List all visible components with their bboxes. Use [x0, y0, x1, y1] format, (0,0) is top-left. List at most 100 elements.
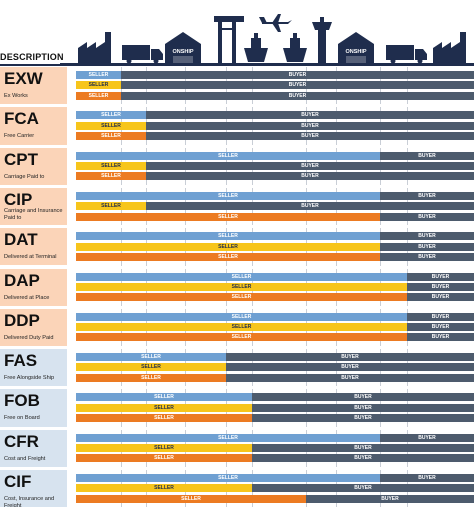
buyer-bar: BUYER: [146, 131, 474, 140]
row-separator: [0, 346, 474, 350]
term-code: FAS: [4, 351, 38, 371]
term-description: Cost, Insurance and Freight: [4, 496, 55, 509]
seller-label: SELLER: [88, 72, 109, 78]
seller-bar: SELLER: [76, 71, 121, 79]
seller-bar: SELLER: [76, 414, 252, 422]
seller-bar: SELLER: [76, 202, 146, 211]
seller-label: SELLER: [101, 162, 121, 169]
ground-line: [60, 63, 474, 64]
term-description: Carriage and Insurance: [4, 207, 63, 214]
row-separator: [0, 144, 474, 148]
term-label-cip: CIP Carriage and Insurance Paid to: [0, 187, 67, 226]
seller-label: SELLER: [141, 354, 161, 361]
buyer-label: BUYER: [431, 334, 450, 341]
buyer-bar: BUYER: [380, 232, 474, 241]
term-code: DAP: [4, 270, 40, 290]
buyer-label: BUYER: [418, 152, 436, 159]
term-label-dat: DAT Delivered at Terminal: [0, 228, 67, 266]
seller-bar: SELLER: [76, 212, 380, 221]
seller-label: SELLER: [218, 253, 238, 260]
term-description: Delivered at Terminal: [4, 254, 57, 261]
buyer-bar: BUYER: [380, 191, 474, 200]
buyer-bar: BUYER: [380, 474, 474, 482]
seller-bar: SELLER: [76, 333, 407, 342]
seller-label: SELLER: [218, 243, 238, 250]
buyer-label: BUYER: [418, 192, 436, 199]
buyer-bar: BUYER: [146, 202, 474, 211]
seller-bar: SELLER: [76, 444, 252, 452]
buyer-bar: BUYER: [407, 333, 474, 342]
seller-label: SELLER: [218, 192, 238, 199]
seller-bar: SELLER: [76, 373, 226, 382]
row-separator: [0, 305, 474, 309]
seller-label: SELLER: [141, 364, 161, 371]
seller-bar: SELLER: [76, 393, 252, 402]
buyer-bar: BUYER: [380, 242, 474, 251]
buyer-label: BUYER: [431, 283, 450, 290]
seller-label: SELLER: [101, 203, 121, 210]
buyer-bar: BUYER: [252, 454, 474, 463]
seller-bar: SELLER: [76, 353, 226, 362]
row-separator: [0, 184, 474, 188]
row-separator: [0, 225, 474, 229]
seller-label: SELLER: [88, 92, 109, 99]
logo-text: ONSHIP: [172, 49, 193, 55]
term-label-cfr: CFR Cost and Freight: [0, 429, 67, 467]
seller-label: SELLER: [218, 475, 238, 481]
row-separator: [0, 467, 474, 470]
term-description: Carriage Paid to: [4, 173, 45, 180]
buyer-label: BUYER: [418, 434, 436, 441]
buyer-bar: BUYER: [226, 373, 474, 382]
buyer-label: BUYER: [301, 162, 319, 169]
seller-label: SELLER: [231, 294, 252, 301]
row-separator: [0, 104, 474, 108]
seller-label: SELLER: [218, 434, 238, 441]
term-description: Free on Board: [4, 415, 40, 422]
ship-icon: [283, 33, 307, 62]
term-description: Cost and Freight: [4, 455, 46, 462]
term-description: Delivered Duty Paid: [4, 334, 54, 341]
control-tower-icon: [312, 17, 332, 63]
buyer-bar: BUYER: [226, 363, 474, 372]
buyer-bar: BUYER: [407, 272, 474, 281]
term-description: Free Alongside Ship: [4, 375, 55, 382]
seller-label: SELLER: [218, 213, 238, 220]
buyer-bar: BUYER: [252, 484, 474, 493]
buyer-label: BUYER: [431, 273, 450, 280]
header-icons: ONSHIP ONSHIP: [60, 14, 474, 64]
term-label-dap: DAP Delivered at Place: [0, 268, 67, 306]
warehouse-icon: ONSHIP: [338, 32, 374, 63]
seller-label: SELLER: [101, 122, 121, 129]
term-code: FOB: [4, 391, 40, 411]
seller-bar: SELLER: [76, 131, 146, 140]
seller-bar: SELLER: [76, 474, 380, 482]
buyer-bar: BUYER: [407, 312, 474, 321]
term-label-fob: FOB Free on Board: [0, 389, 67, 427]
buyer-bar: BUYER: [407, 323, 474, 332]
seller-label: SELLER: [154, 485, 174, 492]
term-description: Free Carrier: [4, 133, 35, 140]
buyer-label: BUYER: [301, 203, 319, 210]
seller-bar: SELLER: [76, 111, 146, 120]
seller-bar: SELLER: [76, 242, 380, 251]
buyer-bar: BUYER: [146, 121, 474, 130]
port-crane-icon: [214, 16, 244, 63]
factory-icon: [78, 32, 111, 63]
buyer-label: BUYER: [301, 112, 319, 119]
seller-bar: SELLER: [76, 191, 380, 200]
seller-bar: SELLER: [76, 81, 121, 90]
buyer-bar: BUYER: [380, 151, 474, 160]
seller-bar: SELLER: [76, 363, 226, 372]
seller-bar: SELLER: [76, 323, 407, 332]
seller-bar: SELLER: [76, 121, 146, 130]
seller-bar: SELLER: [76, 484, 252, 493]
seller-bar: SELLER: [76, 312, 407, 321]
buyer-bar: BUYER: [252, 403, 474, 412]
buyer-label: BUYER: [341, 364, 359, 371]
term-description: Ex Works: [4, 93, 28, 99]
row-separator: [0, 265, 474, 269]
seller-label: SELLER: [88, 82, 109, 89]
seller-bar: SELLER: [76, 282, 407, 291]
seller-bar: SELLER: [76, 433, 380, 442]
